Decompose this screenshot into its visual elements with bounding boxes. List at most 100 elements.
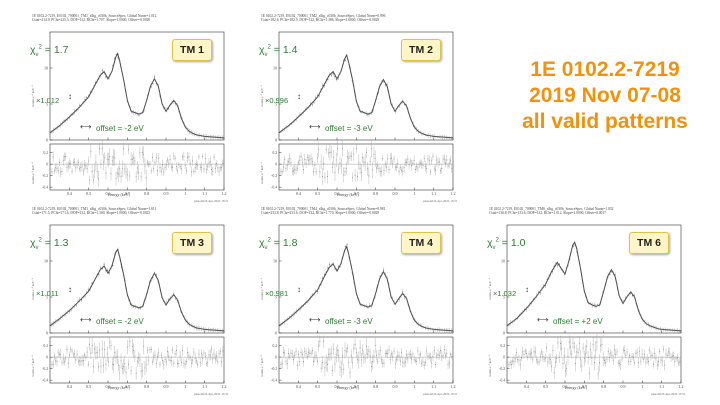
data-point	[80, 104, 83, 106]
residual-point	[178, 363, 180, 365]
residual-point	[64, 361, 65, 363]
residual-point	[626, 351, 628, 353]
residual-point	[440, 170, 441, 172]
data-point	[377, 91, 379, 93]
data-point	[114, 254, 116, 256]
data-point	[134, 112, 137, 114]
residual-point	[340, 165, 342, 167]
residual-point	[172, 349, 174, 351]
residual-point	[177, 170, 179, 172]
x-tick-label: 1	[413, 191, 415, 196]
x-tick-label: 0.8	[144, 191, 149, 196]
residual-point	[646, 358, 648, 360]
residual-point	[528, 353, 530, 355]
data-point	[166, 302, 168, 304]
top-y-tick-label: 5	[275, 101, 277, 106]
data-point	[129, 107, 131, 109]
residual-point	[95, 352, 97, 354]
data-point	[423, 133, 425, 135]
residual-point	[679, 361, 681, 363]
data-point	[188, 131, 190, 133]
data-point	[386, 277, 388, 279]
data-point	[180, 115, 182, 118]
residual-point	[202, 155, 204, 157]
residual-point	[284, 352, 286, 354]
data-point	[320, 89, 322, 91]
x-tick-label: 1.2	[451, 384, 456, 389]
residual-point	[436, 355, 438, 357]
residual-point	[72, 161, 74, 163]
residual-point	[644, 354, 646, 355]
data-point	[654, 326, 656, 329]
data-point	[114, 58, 116, 60]
data-point	[63, 120, 65, 122]
data-point	[65, 120, 67, 122]
residual-point	[370, 366, 372, 368]
residual-point	[310, 158, 312, 160]
data-point	[664, 329, 667, 331]
data-point	[658, 328, 660, 330]
residual-point	[311, 161, 313, 163]
residual-point	[64, 156, 65, 158]
data-point	[207, 136, 210, 138]
residual-point	[321, 362, 323, 364]
residual-point	[359, 347, 361, 349]
data-point	[187, 321, 189, 323]
data-point	[518, 314, 520, 316]
residual-point	[534, 351, 536, 353]
chi-square-value: 1.3	[53, 237, 69, 249]
data-point	[405, 297, 407, 299]
residual-point	[637, 362, 639, 364]
data-point	[349, 262, 352, 264]
data-point	[651, 326, 653, 328]
residual-point	[184, 165, 186, 167]
residual-point	[334, 363, 336, 365]
data-point	[127, 103, 130, 105]
residual-point	[164, 359, 166, 361]
offset-arrow-icon: ⟷	[537, 315, 549, 324]
residual-plot-frame	[278, 143, 454, 191]
residual-point	[298, 162, 299, 164]
residual-point	[344, 349, 346, 351]
residual-point	[339, 162, 341, 164]
residual-point	[392, 356, 394, 358]
residual-point	[66, 348, 68, 350]
residual-point	[86, 167, 88, 169]
data-point	[395, 303, 397, 305]
residual-point	[565, 370, 566, 372]
residual-point	[430, 171, 431, 173]
data-point	[337, 77, 339, 79]
top-y-tick-label: 0	[275, 137, 277, 142]
data-point	[169, 297, 171, 299]
data-point	[133, 306, 135, 308]
residual-point	[57, 352, 59, 354]
residual-point	[140, 370, 142, 372]
residual-point	[396, 166, 397, 168]
data-point	[571, 249, 573, 251]
residual-point	[323, 341, 325, 342]
residual-point	[586, 346, 588, 347]
residual-point	[428, 355, 430, 357]
residual-point	[349, 372, 351, 374]
residual-point	[338, 355, 340, 357]
residual-point	[417, 350, 419, 352]
data-point	[355, 288, 357, 290]
residual-point	[319, 171, 321, 173]
residual-point	[114, 157, 116, 159]
residual-point	[339, 366, 341, 368]
residual-point	[402, 361, 404, 363]
data-point	[141, 305, 143, 308]
data-point	[143, 300, 145, 302]
residual-point	[320, 161, 322, 163]
data-point	[68, 310, 70, 312]
norm-label: ×1.012	[36, 96, 60, 105]
x-tick-label: 0.6	[563, 384, 568, 389]
residual-point	[422, 164, 424, 166]
residual-point	[423, 158, 425, 159]
residual-point	[209, 354, 211, 356]
residual-point	[374, 345, 376, 347]
data-point	[311, 103, 313, 105]
data-point	[400, 295, 402, 297]
data-point	[89, 288, 91, 290]
data-point	[155, 274, 157, 276]
